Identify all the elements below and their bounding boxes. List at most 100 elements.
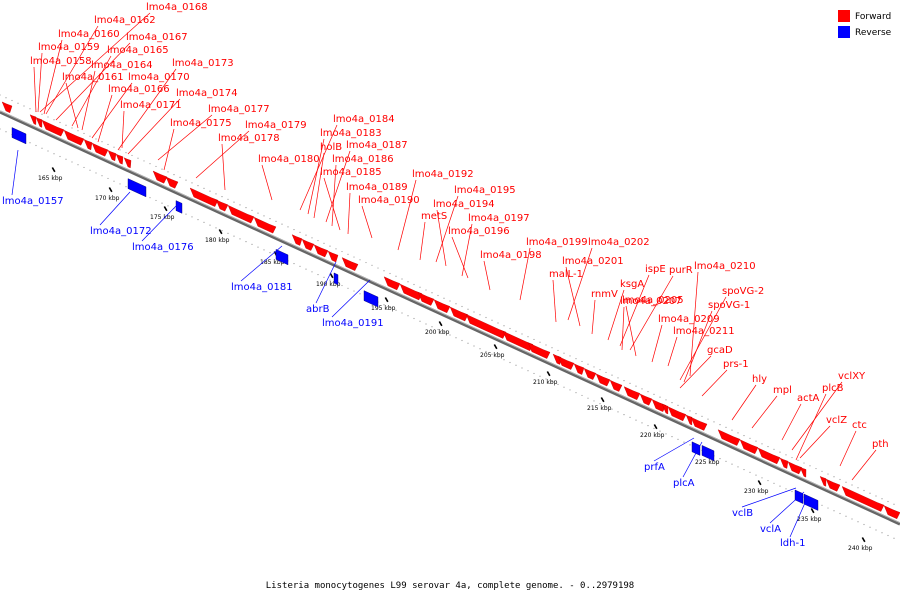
forward-gene-label: pth [872,439,889,450]
dot-above [227,198,229,200]
forward-gene [29,114,37,125]
dot-above [791,456,793,459]
dot-above [191,182,193,184]
dot-above [149,163,151,165]
tick-label: 230 kbp [744,488,769,495]
dot-below [839,512,841,515]
forward-gene [189,187,219,207]
dot-above [659,396,661,398]
dot-above [317,239,319,242]
dot-below [551,381,553,383]
dot-above [59,121,61,124]
leader-line [519,247,531,301]
dot-below [725,460,727,462]
dot-above [569,355,571,357]
forward-gene [465,313,507,339]
reverse-gene-label: lmo4a_0176 [132,242,194,253]
leader-line [607,289,625,341]
forward-gene-label: vclZ [826,415,847,426]
dot-below [665,433,667,435]
forward-gene-label: lmo4a_0183 [320,128,382,139]
dot-above [89,135,91,137]
dot-above [623,380,625,382]
forward-gene [667,406,687,422]
forward-gene-label: ctc [852,420,867,431]
tick-label: 165 kbp [38,175,63,182]
forward-gene [91,142,109,157]
dot-above [215,193,217,195]
dot-above [557,349,559,352]
leader-line [307,138,325,215]
leader-line [313,152,325,219]
reverse-gene [11,127,27,145]
leader-line [791,381,843,451]
dot-below [509,361,511,364]
forward-gene [757,447,781,465]
forward-gene [123,157,132,169]
dot-below [617,411,619,413]
forward-gene [433,299,451,314]
forward-gene-label: rnmV [591,289,618,300]
forward-gene-label: lmo4a_0185 [320,167,382,178]
dot-above [737,432,739,434]
dot-above [479,314,481,316]
forward-gene-label: lmo4a_0168 [146,2,208,13]
forward-gene [313,244,329,258]
leader-line [99,191,131,226]
tick-mark [493,344,498,350]
tick-label: 175 kbp [150,214,175,221]
dot-below [167,205,169,207]
dot-below [539,375,541,377]
forward-gene-label: lmo4a_0160 [58,29,120,40]
dot-below [35,144,37,147]
forward-gene [573,363,585,375]
forward-gene-label: lmo4a_0162 [94,15,156,26]
forward-gene [327,250,339,263]
forward-gene-label: holB [320,142,342,153]
forward-gene-label: lmo4a_0174 [176,88,238,99]
dot-above [407,281,409,283]
dot-below [293,262,295,265]
dot-below [119,183,121,185]
leader-line [689,271,699,377]
dot-above [119,149,121,151]
forward-gene-label: malL-1 [549,269,583,280]
dot-above [803,462,805,464]
forward-gene [623,386,641,401]
dot-above [53,119,55,121]
dot-below [413,317,415,320]
dot-below [149,197,151,199]
dot-above [611,374,613,376]
forward-gene [383,276,401,291]
dot-above [239,204,241,206]
dot-above [347,253,349,255]
forward-gene [152,170,168,184]
forward-gene-label: gcaD [707,345,733,356]
dot-below [209,224,211,226]
dot-above [473,311,475,313]
forward-gene-label: lmo4a_0173 [172,58,234,69]
dot-above [359,259,361,261]
forward-gene-label: lmo4a_0196 [448,226,510,237]
dot-above [221,196,223,198]
dot-below [455,337,457,339]
dot-below [221,230,223,232]
dot-below [773,482,775,484]
forward-gene-label: actA [797,393,820,404]
dot-above [641,388,643,390]
dot-above [887,500,889,503]
dot-below [5,131,7,133]
dot-above [143,160,145,162]
dot-above [17,102,19,104]
forward-gene-label: lmo4a_0207 [620,296,682,307]
dot-above [773,448,775,450]
dot-below [653,427,655,429]
dot-above [605,371,607,374]
tick-label: 225 kbp [695,459,720,466]
dot-below [473,345,475,347]
dot-above [809,465,811,467]
dot-below [647,425,649,427]
dot-below [821,504,823,506]
dot-above [515,330,517,332]
